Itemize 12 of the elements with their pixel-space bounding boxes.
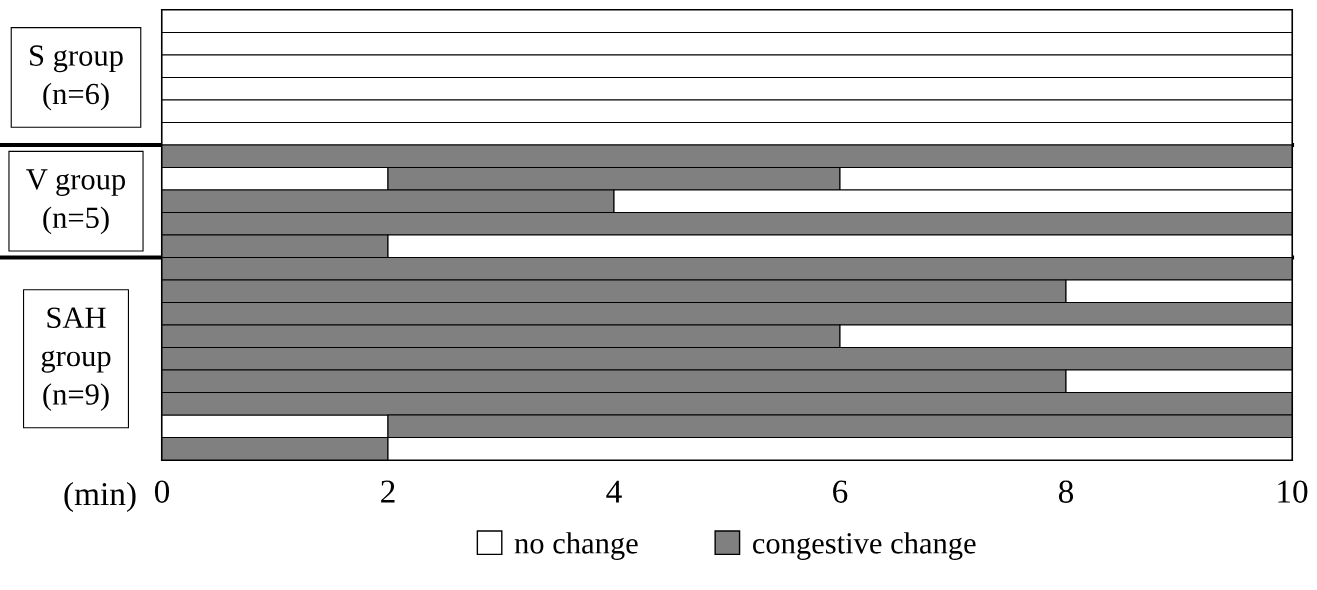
x-tick-label: 6 [833,480,848,503]
text: SAH group (n=9) [41,307,111,411]
x-axis-title: (min) [64,481,136,513]
x-tick-label: 4 [606,480,622,503]
x-tick-label: 10 [1278,480,1308,503]
x-tick-label: 0 [154,480,170,503]
x-tick-label: 8 [1058,480,1074,503]
legend-label: no change [514,532,638,560]
text: V group (n=5) [26,169,126,235]
x-tick-label: 2 [381,480,395,503]
text: S group (n=6) [30,45,123,111]
legend-label: congestive change [752,532,976,560]
